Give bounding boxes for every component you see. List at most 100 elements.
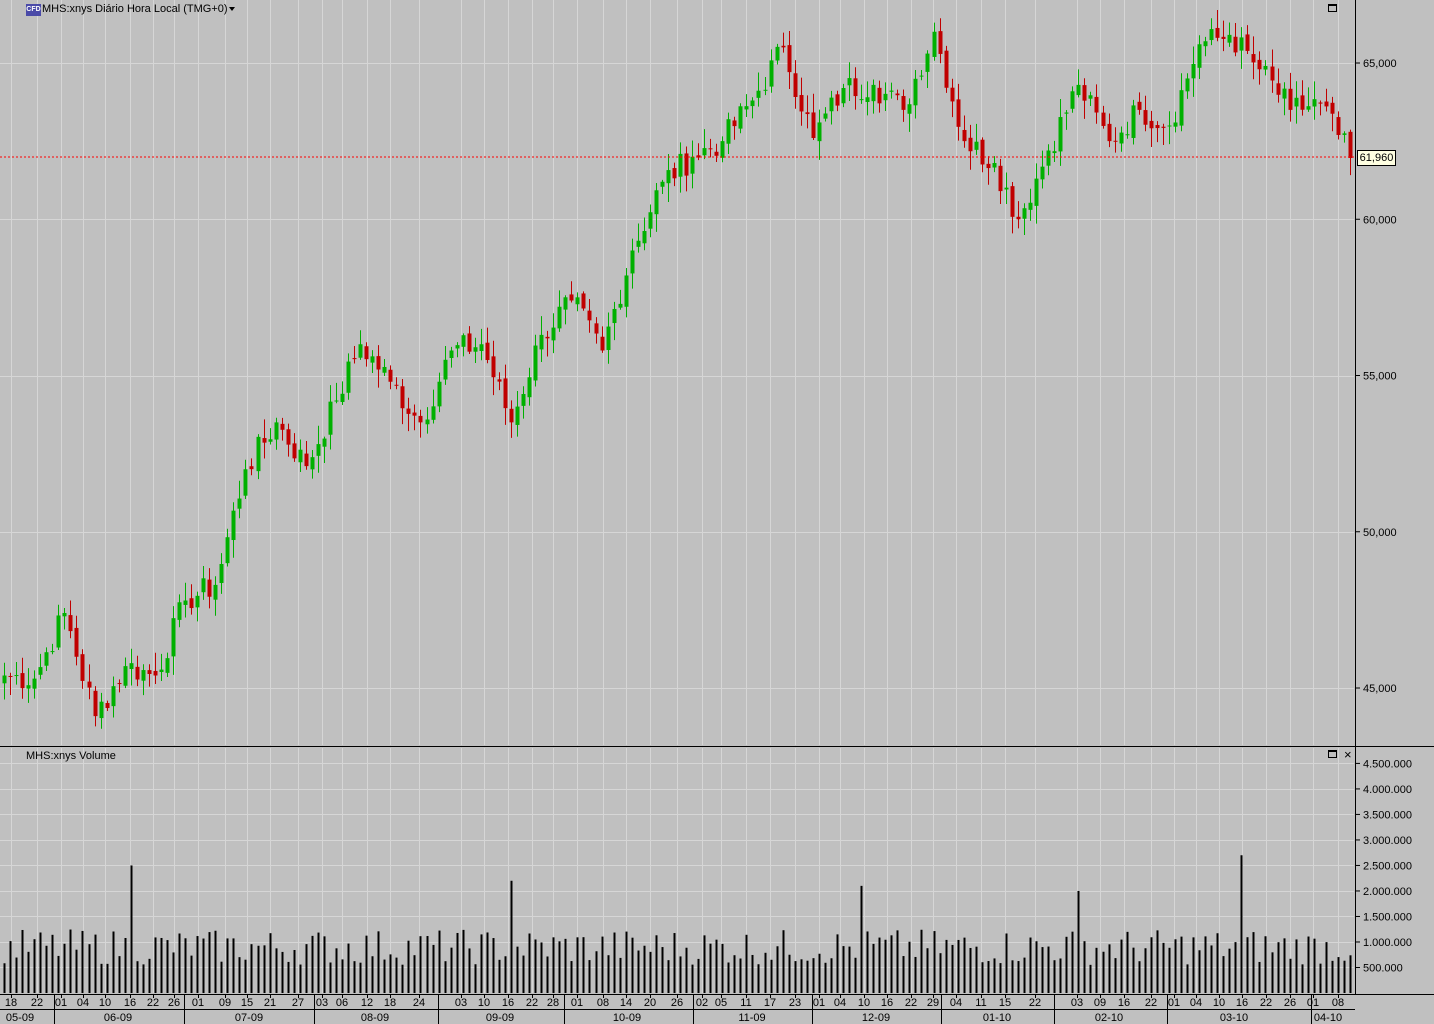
candle-body	[93, 690, 98, 717]
candle-body	[268, 439, 273, 442]
candle-body	[859, 99, 864, 101]
day-tick-label: 12	[361, 997, 373, 1009]
candle-body	[1155, 125, 1160, 129]
price-axis: 45,000 50,000 55,000 60,000 65,000	[1355, 58, 1397, 695]
month-tick-label: 11-09	[738, 1012, 765, 1024]
candle-body	[1336, 117, 1341, 135]
candle-body	[1251, 54, 1256, 63]
candle-body	[575, 297, 580, 305]
candle-body	[889, 90, 894, 92]
candle-body	[811, 112, 816, 138]
candle-body	[2, 675, 7, 684]
day-tick-label: 02	[696, 997, 708, 1009]
candle-body	[539, 334, 544, 350]
candle-body	[678, 153, 683, 177]
candle-body	[829, 97, 834, 112]
candle-body	[1040, 166, 1045, 180]
candle-body	[1239, 37, 1244, 51]
candle-body	[237, 498, 242, 509]
candle-body	[618, 303, 623, 308]
candle-body	[938, 31, 943, 54]
candle-body	[183, 600, 188, 605]
candle-body	[1233, 36, 1238, 53]
day-tick-label: 16	[1236, 997, 1248, 1009]
candle-body	[1143, 110, 1148, 125]
candle-body	[636, 240, 641, 247]
day-tick-label: 16	[881, 997, 893, 1009]
candle-body	[1173, 122, 1178, 127]
candle-body	[1004, 187, 1009, 190]
volume-maximize-icon[interactable]	[1328, 750, 1337, 758]
candle-body	[406, 408, 411, 414]
candle-body	[883, 93, 888, 101]
day-tick-label: 09	[219, 997, 231, 1009]
candle-body	[684, 153, 689, 176]
candle-body	[20, 673, 25, 689]
candle-body	[1167, 125, 1172, 127]
candle-body	[340, 393, 345, 402]
candle-body	[87, 681, 92, 688]
candle-body	[26, 685, 31, 689]
candle-body	[425, 419, 430, 425]
candle-body	[1257, 59, 1262, 70]
candle-body	[1185, 78, 1190, 92]
day-tick-label: 16	[1118, 997, 1130, 1009]
candle-body	[1215, 27, 1220, 38]
candle-body	[1191, 63, 1196, 79]
candle-body	[648, 212, 653, 229]
candle-body	[624, 275, 629, 307]
candle-body	[50, 651, 55, 653]
candle-body	[708, 148, 713, 150]
candle-body	[1288, 88, 1293, 110]
candle-body	[919, 75, 924, 77]
close-icon[interactable]: ×	[1344, 747, 1352, 762]
candle-body	[111, 686, 116, 707]
candle-body	[714, 151, 719, 156]
day-tick-label: 16	[124, 997, 136, 1009]
candle-body	[980, 139, 985, 165]
day-tick-label: 27	[292, 997, 304, 1009]
candle-body	[986, 163, 991, 169]
day-tick-label: 24	[413, 997, 425, 1009]
candle-body	[503, 378, 508, 409]
day-tick-label: 01	[55, 997, 67, 1009]
price-tick-label: 45,000	[1363, 683, 1397, 695]
candle-body	[527, 377, 532, 398]
candle-body	[521, 394, 526, 406]
candle-body	[925, 53, 930, 72]
candle-body	[587, 310, 592, 321]
candle-body	[195, 595, 200, 608]
day-tick-label: 16	[502, 997, 514, 1009]
candle-body	[968, 137, 973, 152]
day-tick-label: 05	[715, 997, 727, 1009]
chart-title[interactable]: MHS:xnys Diário Hora Local (TMG+0)	[42, 3, 228, 15]
candle-body	[74, 627, 79, 657]
candle-body	[461, 335, 466, 347]
candle-body	[243, 469, 248, 496]
candle-body	[352, 358, 357, 360]
candle-body	[756, 90, 761, 98]
price-grid	[0, 0, 1354, 745]
candle-body	[956, 99, 961, 127]
month-tick-label: 04-10	[1314, 1012, 1342, 1024]
candle-body	[1034, 178, 1039, 206]
candle-body	[99, 701, 104, 719]
candle-body	[1300, 95, 1305, 110]
candle-body	[1125, 134, 1130, 136]
candle-body	[1058, 117, 1063, 152]
candle-body	[1306, 106, 1311, 110]
candle-body	[455, 345, 460, 349]
candle-body	[1137, 101, 1142, 110]
day-tick-label: 10	[1213, 997, 1225, 1009]
candle-body	[769, 60, 774, 87]
candle-body	[847, 78, 852, 86]
candle-body	[1076, 84, 1081, 96]
maximize-icon[interactable]	[1328, 4, 1337, 12]
day-tick-label: 22	[147, 997, 159, 1009]
candle-body	[853, 78, 858, 97]
dropdown-arrow-icon[interactable]	[229, 7, 235, 11]
candle-body	[262, 438, 267, 443]
candle-body	[992, 163, 997, 168]
volume-tick-label: 3.500.000	[1363, 809, 1412, 821]
